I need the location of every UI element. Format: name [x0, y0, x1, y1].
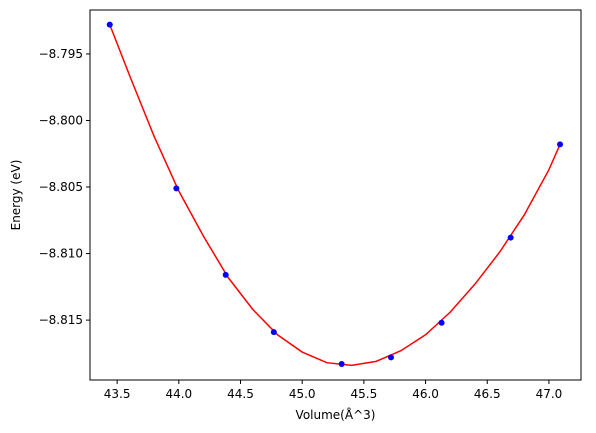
data-point — [438, 319, 445, 326]
x-axis-ticks: 43.5 44.0 44.5 45.0 45.5 46.0 46.5 47.0 — [104, 380, 563, 401]
y-axis-ticks: −8.795 −8.800 −8.805 −8.810 −8.815 — [39, 47, 90, 327]
data-point — [338, 361, 345, 368]
x-tick-label: 44.5 — [227, 387, 254, 401]
x-tick-label: 47.0 — [536, 387, 563, 401]
x-tick-label: 43.5 — [104, 387, 131, 401]
data-point — [222, 271, 229, 278]
x-tick-label: 45.0 — [289, 387, 316, 401]
x-tick-label: 46.0 — [412, 387, 439, 401]
y-tick-label: −8.815 — [39, 313, 83, 327]
plot-area-frame — [89, 9, 582, 381]
data-point — [388, 354, 395, 361]
data-point — [557, 141, 564, 148]
y-axis-label: Energy (eV) — [9, 160, 23, 231]
data-point — [173, 185, 180, 192]
x-axis-label: Volume(Å^3) — [296, 407, 376, 422]
data-point — [507, 234, 514, 241]
x-tick-label: 46.5 — [474, 387, 501, 401]
x-tick-label: 44.0 — [165, 387, 192, 401]
y-tick-label: −8.795 — [39, 47, 83, 61]
x-tick-label: 45.5 — [351, 387, 378, 401]
data-point — [106, 21, 113, 28]
series-layer — [106, 21, 564, 368]
y-tick-label: −8.810 — [39, 247, 83, 261]
data-point — [270, 329, 277, 336]
y-tick-label: −8.805 — [39, 180, 83, 194]
y-tick-label: −8.800 — [39, 113, 83, 127]
